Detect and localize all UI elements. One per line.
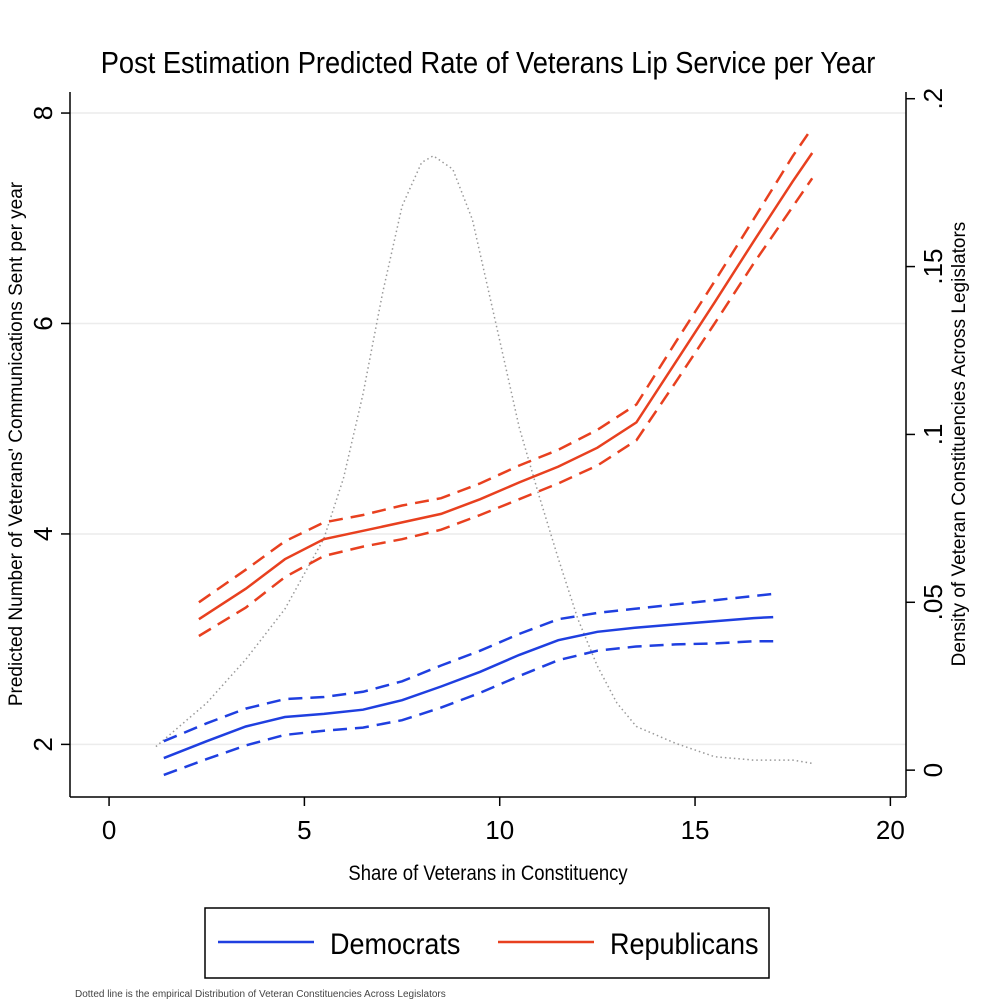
legend-label-republicans: Republicans — [610, 928, 758, 962]
republicans-estimate-line — [198, 152, 814, 621]
y-right-tick-label-.05: .05 — [918, 584, 948, 620]
y-tick-label-6: 6 — [28, 316, 58, 330]
y-right-tick-label-.15: .15 — [918, 248, 948, 284]
y-axis-label-left: Predicted Number of Veterans' Communicat… — [6, 181, 27, 706]
republicans-upper-ci-line — [198, 127, 814, 604]
y-tick-label-2: 2 — [28, 737, 58, 751]
legend: Democrats Republicans — [204, 907, 770, 979]
y-axis-label-right: Density of Veteran Constituencies Across… — [949, 222, 970, 667]
y-tick-label-8: 8 — [28, 106, 58, 120]
chart-title: Post Estimation Predicted Rate of Vetera… — [101, 46, 876, 80]
series-lines — [163, 127, 814, 777]
y-tick-label-4: 4 — [28, 527, 58, 541]
y-right-tick-label-0: 0 — [918, 763, 948, 777]
democrats-upper-ci-line — [163, 592, 774, 743]
x-axis-label: Share of Veterans in Constituency — [348, 862, 627, 885]
x-tick-label-15: 15 — [681, 815, 710, 845]
axes — [61, 92, 915, 806]
density-curve — [155, 154, 813, 765]
tick-labels: 0 5 10 15 20 2 4 6 8 0 .05 .1 .15 .2 — [28, 88, 948, 845]
gridlines — [70, 112, 906, 746]
y-right-tick-label-.1: .1 — [918, 424, 948, 446]
democrats-lower-ci-line — [163, 640, 774, 777]
legend-label-democrats: Democrats — [330, 928, 460, 962]
density-line — [155, 154, 813, 765]
x-tick-label-20: 20 — [876, 815, 905, 845]
republicans-lower-ci-line — [198, 177, 814, 638]
x-tick-label-10: 10 — [485, 815, 514, 845]
x-tick-label-5: 5 — [297, 815, 311, 845]
x-tick-label-0: 0 — [102, 815, 116, 845]
y-right-tick-label-.2: .2 — [918, 88, 948, 110]
democrats-estimate-line — [163, 615, 774, 760]
footnote: Dotted line is the empirical Distributio… — [75, 989, 446, 1000]
